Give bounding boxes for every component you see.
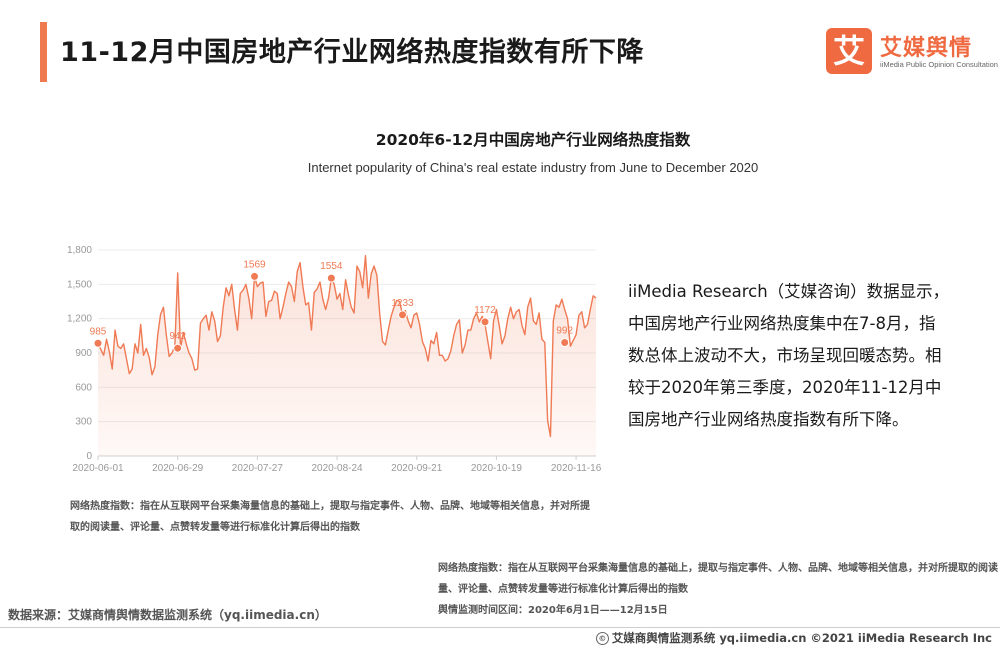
logo-mark: 艾 <box>826 28 872 74</box>
y-tick-label: 900 <box>75 348 92 359</box>
annotation-label: 942 <box>169 331 186 342</box>
annotation-point <box>560 337 570 347</box>
y-tick-label: 1,500 <box>67 279 92 290</box>
annotation-point <box>397 310 407 320</box>
annotation-point <box>250 271 260 281</box>
footer: © 艾媒商舆情监测系统 yq.iimedia.cn ©2021 iiMedia R… <box>595 630 992 646</box>
page-title: 11-12月中国房地产行业网络热度指数有所下降 <box>60 37 644 68</box>
y-tick-label: 600 <box>75 382 92 393</box>
annotation-point <box>173 343 183 353</box>
x-tick-label: 2020-07-27 <box>232 463 284 474</box>
series-area <box>98 255 596 456</box>
x-tick-label: 2020-11-16 <box>551 463 602 474</box>
title-accent-bar <box>40 22 47 82</box>
x-tick-label: 2020-08-24 <box>311 463 363 474</box>
annotation-label: 1554 <box>320 261 343 272</box>
index-definition-note: 网络热度指数：指在从互联网平台采集海量信息的基础上，提取与指定事件、人物、品牌、… <box>70 501 590 533</box>
annotation-label: 1233 <box>391 298 414 309</box>
logo-subtitle: iiMedia Public Opinion Consultation <box>880 60 998 69</box>
x-tick-label: 2020-06-01 <box>72 463 124 474</box>
y-tick-label: 1,200 <box>67 314 92 325</box>
x-tick-label: 2020-06-29 <box>152 463 204 474</box>
x-tick-label: 2020-09-21 <box>391 463 443 474</box>
footer-divider <box>0 627 1000 628</box>
y-tick-label: 300 <box>75 417 92 428</box>
data-source: 数据来源：艾媒商情舆情数据监测系统（yq.iimedia.cn） <box>8 608 327 622</box>
y-tick-label: 0 <box>86 451 92 462</box>
x-tick-label: 2020-10-19 <box>471 463 523 474</box>
annotation-point <box>326 273 336 283</box>
annotation-point <box>480 317 490 327</box>
monitoring-period: 舆情监测时间区间：2020年6月1日——12月15日 <box>438 605 668 616</box>
y-tick-label: 1,800 <box>67 245 92 256</box>
index-definition: 网络热度指数：指在从互联网平台采集海量信息的基础上，提取与指定事件、人物、品牌、… <box>438 563 998 595</box>
chart-title: 2020年6-12月中国房地产行业网络热度指数 <box>375 131 691 149</box>
annotation-label: 992 <box>556 325 573 336</box>
analysis-text: iiMedia Research（艾媒咨询）数据显示，中国房地产行业网络热度集中… <box>628 282 950 429</box>
annotation-label: 1172 <box>474 305 496 316</box>
logo-name: 艾媒舆情 <box>880 36 973 61</box>
copyright-icon: © <box>595 632 609 645</box>
annotation-label: 985 <box>90 326 107 337</box>
footer-text: 艾媒商舆情监测系统 yq.iimedia.cn ©2021 iiMedia Re… <box>611 631 992 645</box>
annotation-point <box>93 338 103 348</box>
chart-subtitle: Internet popularity of China's real esta… <box>307 160 759 175</box>
annotation-label: 1569 <box>243 259 266 270</box>
heat-index-chart: 0 300 600 900 1,200 1,500 1,800 2020-06-01 2020-… <box>67 245 602 474</box>
iimedia-logo: 艾 艾媒舆情 iiMedia Public Opinion Consultati… <box>826 28 998 74</box>
definition-block: 网络热度指数：指在从互联网平台采集海量信息的基础上，提取与指定事件、人物、品牌、… <box>438 558 998 621</box>
